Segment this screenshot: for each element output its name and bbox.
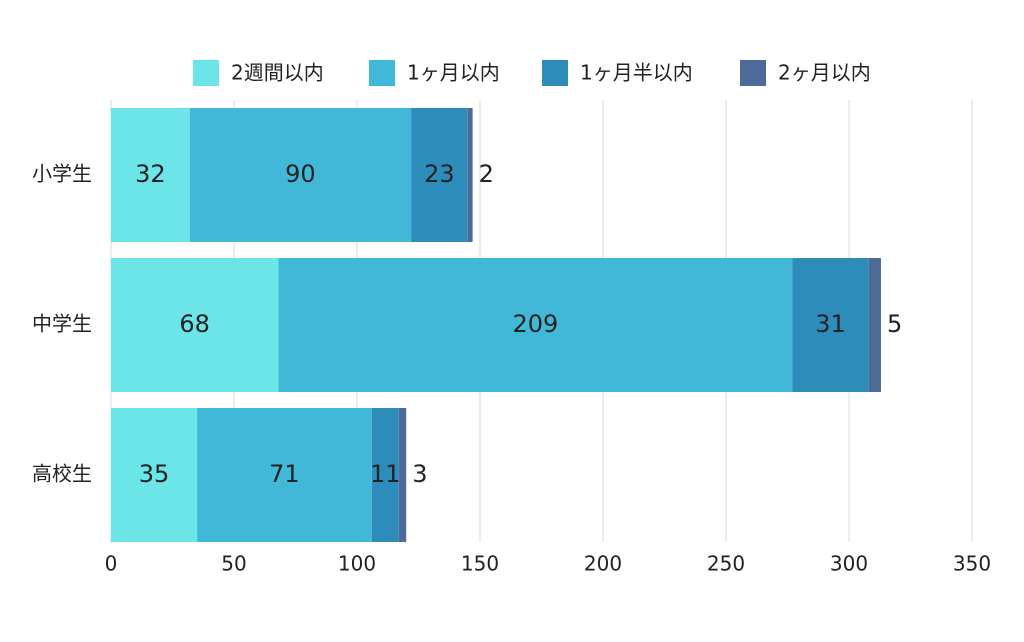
legend-swatch	[193, 60, 219, 86]
legend-label: 2ヶ月以内	[778, 61, 871, 85]
y-tick-label: 中学生	[32, 312, 92, 336]
x-tick-label: 250	[707, 552, 745, 576]
data-label: 90	[285, 160, 316, 188]
bar-segment	[398, 408, 407, 542]
bar-segment	[111, 108, 190, 242]
data-label: 209	[512, 310, 558, 338]
data-label: 23	[424, 160, 455, 188]
data-label: 68	[179, 310, 210, 338]
x-tick-label: 0	[105, 552, 118, 576]
data-label: 35	[139, 460, 170, 488]
data-label: 11	[370, 460, 401, 488]
x-tick-label: 150	[461, 552, 499, 576]
bar-segment	[189, 108, 412, 242]
bar-segment	[792, 258, 869, 392]
legend-swatch	[740, 60, 766, 86]
data-label: 5	[887, 310, 902, 338]
data-label: 71	[269, 460, 300, 488]
bar-segment	[411, 108, 468, 242]
legend-label: 2週間以内	[231, 61, 324, 85]
x-tick-label: 350	[953, 552, 991, 576]
bar-segment	[197, 408, 372, 542]
bar-segment	[371, 408, 399, 542]
bar-segment	[111, 258, 279, 392]
bar-segment	[467, 108, 473, 242]
bar-segment	[868, 258, 881, 392]
x-tick-label: 200	[584, 552, 622, 576]
x-tick-label: 100	[338, 552, 376, 576]
x-tick-label: 50	[221, 552, 246, 576]
data-label: 32	[135, 160, 166, 188]
y-tick-label: 小学生	[32, 162, 92, 186]
x-tick-label: 300	[830, 552, 868, 576]
legend-label: 1ヶ月以内	[407, 61, 500, 85]
data-label: 3	[412, 460, 427, 488]
y-tick-label: 高校生	[32, 462, 92, 486]
legend-swatch	[369, 60, 395, 86]
legend-label: 1ヶ月半以内	[580, 61, 693, 85]
data-label: 2	[479, 160, 494, 188]
data-label: 31	[815, 310, 846, 338]
bar-segment	[111, 408, 198, 542]
legend-swatch	[542, 60, 568, 86]
bar-segment	[278, 258, 793, 392]
